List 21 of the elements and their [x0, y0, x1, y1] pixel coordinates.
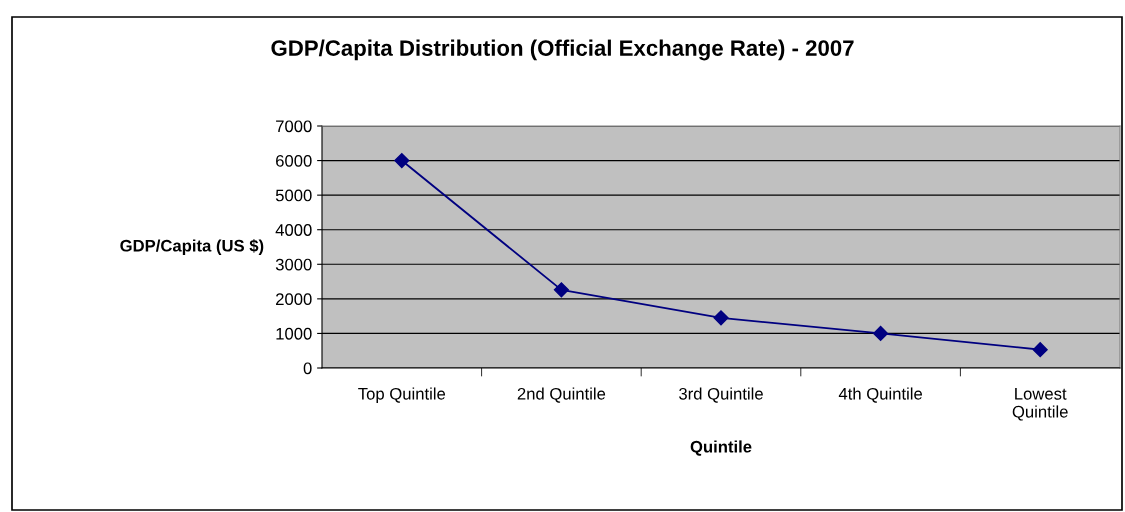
x-tick-label: 2nd Quintile [517, 387, 606, 403]
chart-title: GDP/Capita Distribution (Official Exchange Rate) - 2007 [271, 39, 854, 61]
x-tick-label: Lowest Quintile [1012, 388, 1068, 421]
point [394, 153, 410, 169]
y-tick-label: 5000 [275, 189, 312, 202]
y-tick-label: 1000 [276, 327, 312, 340]
point [713, 310, 729, 326]
point [873, 325, 889, 341]
y-tick-label: 3000 [275, 258, 312, 271]
y-tick-label: 7000 [276, 120, 312, 133]
point [553, 282, 569, 298]
y-tick-label: 6000 [276, 154, 312, 167]
y-tick-label: 2000 [276, 293, 312, 306]
x-axis-title: Quintile [690, 440, 752, 456]
x-tick-label: 3rd Quintile [679, 387, 763, 403]
y-tick-label: 0 [303, 362, 312, 375]
x-tick-label: Top Quintile [358, 387, 446, 403]
x-tick-label: 4th Quintile [838, 387, 923, 403]
point [1032, 342, 1048, 358]
y-axis-title: GDP/Capita (US $) [120, 239, 264, 255]
y-tick-label: 4000 [275, 224, 312, 236]
